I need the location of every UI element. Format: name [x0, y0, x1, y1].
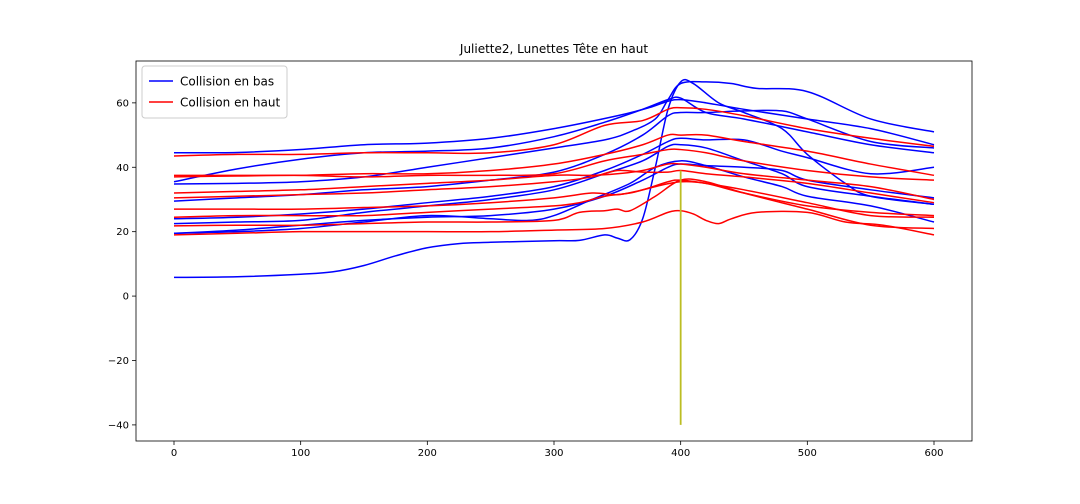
chart-title: Juliette2, Lunettes Tête en haut	[459, 42, 648, 56]
x-tick-label: 0	[171, 448, 177, 459]
y-tick-label: −20	[108, 356, 129, 367]
series-layer	[173, 78, 935, 279]
x-axis: 0 100 200 300 400 500 600	[171, 441, 944, 459]
plot-frame	[135, 60, 973, 442]
plot-area	[135, 60, 973, 442]
y-tick-label: 60	[116, 98, 129, 109]
series-line-9	[173, 106, 935, 157]
series-line-11	[173, 148, 935, 181]
series-line-12	[173, 162, 935, 201]
x-tick-label: 500	[798, 448, 817, 459]
series-line-17	[173, 209, 935, 236]
legend-label-1: Collision en haut	[180, 96, 280, 110]
legend: Collision en bas Collision en haut	[141, 65, 288, 119]
y-tick-label: 40	[116, 163, 129, 174]
series-line-5	[173, 163, 935, 235]
x-tick-label: 600	[924, 448, 943, 459]
series-line-13	[173, 169, 935, 204]
series-line-16	[173, 178, 935, 230]
x-tick-label: 400	[671, 448, 690, 459]
y-tick-label: 0	[123, 292, 129, 303]
series-line-3	[173, 109, 935, 202]
y-axis: −40 −20 0 20 40 60	[108, 98, 136, 431]
x-tick-label: 200	[418, 448, 437, 459]
series-line-10	[174, 133, 935, 177]
y-tick-label: −40	[108, 420, 129, 431]
y-tick-label: 20	[116, 227, 129, 238]
x-tick-label: 300	[544, 448, 563, 459]
series-line-8	[173, 78, 935, 279]
legend-box	[141, 65, 288, 119]
legend-label-0: Collision en bas	[180, 75, 274, 89]
x-tick-label: 100	[291, 448, 310, 459]
series-line-7	[173, 160, 935, 235]
